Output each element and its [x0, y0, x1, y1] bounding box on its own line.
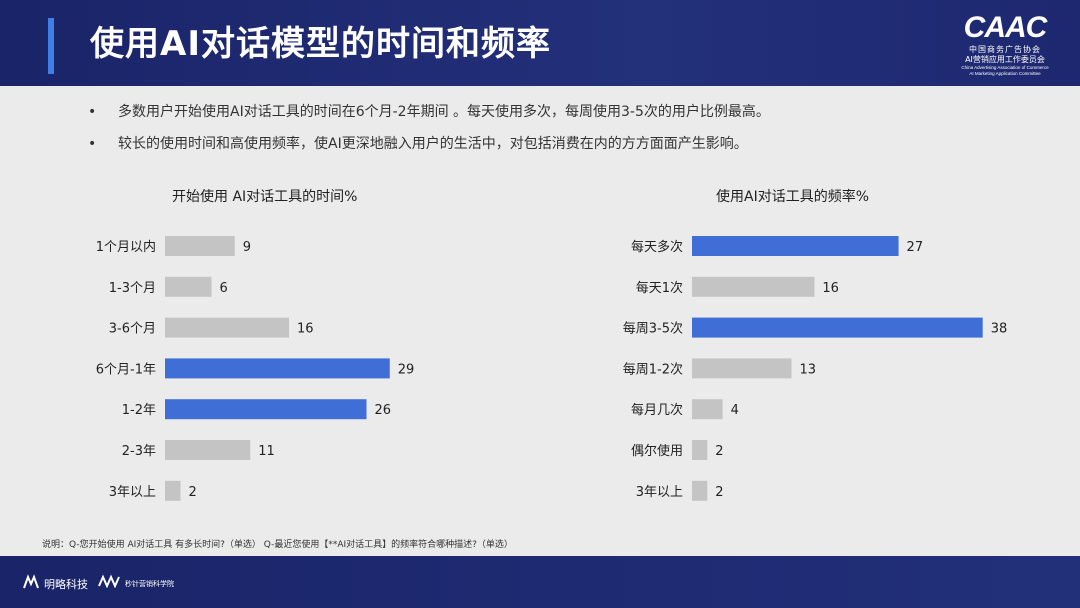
value-label: 16 [822, 281, 839, 296]
value-label: 26 [375, 403, 392, 418]
category-label: 1-2年 [122, 403, 156, 418]
caac-logo: CAAC 中国商务广告协会 AI营销应用工作委员会 China Advertis… [950, 12, 1060, 77]
category-label: 每周3-5次 [623, 321, 683, 337]
value-label: 9 [243, 240, 251, 255]
logo-line-2: AI营销应用工作委员会 [965, 55, 1045, 64]
value-label: 27 [907, 240, 924, 255]
value-label: 16 [297, 322, 314, 337]
category-label: 3年以上 [109, 485, 156, 500]
bar [692, 440, 708, 460]
miaozhen-logo-icon [98, 574, 120, 593]
value-label: 13 [799, 362, 816, 377]
category-label: 1个月以内 [96, 239, 156, 255]
value-label: 2 [715, 444, 723, 459]
bar [165, 480, 181, 501]
bar [692, 276, 815, 297]
footer-bar: 明略科技 秒针营销科学院 [0, 556, 1080, 608]
brand1-name: 明略科技 [44, 577, 88, 591]
value-label: 29 [398, 362, 415, 377]
bar [165, 276, 212, 297]
category-label: 每月几次 [631, 402, 683, 418]
mininglamp-brand: 明略科技 [22, 574, 88, 593]
survey-note: 说明：Q-您开始使用 AI对话工具 有多长时间?（单选） Q-最近您使用【**A… [42, 540, 513, 550]
bar [165, 440, 251, 460]
logo-mark: CAAC [963, 11, 1048, 44]
category-label: 6个月-1年 [96, 362, 156, 377]
chart-title-frequency: 使用AI对话工具的频率% [716, 189, 870, 205]
bullet-item: • 多数用户开始使用AI对话工具的时间在6个月-2年期间 。每天使用多次，每周使… [88, 98, 1048, 130]
bullet-text: 多数用户开始使用AI对话工具的时间在6个月-2年期间 。每天使用多次，每周使用3… [118, 104, 770, 120]
value-label: 6 [220, 281, 228, 296]
header-banner: 使用AI对话模型的时间和频率 CAAC 中国商务广告协会 AI营销应用工作委员会… [0, 0, 1080, 86]
brand2-name: 秒针营销科学院 [125, 579, 174, 588]
bullet-marker: • [88, 136, 97, 152]
value-label: 38 [991, 322, 1008, 337]
chart-title-start-time: 开始使用 AI对话工具的时间% [172, 189, 358, 205]
category-label: 3年以上 [636, 485, 683, 500]
bullet-marker: • [88, 104, 97, 120]
category-label: 每天多次 [631, 239, 683, 255]
bar [692, 358, 792, 379]
logo-line-4: AI Marketing Application Committee [969, 71, 1041, 76]
mininglamp-logo-icon [22, 574, 40, 593]
value-label: 2 [189, 485, 197, 500]
bar [692, 317, 983, 338]
category-label: 每天1次 [636, 280, 683, 296]
miaozhen-brand: 秒针营销科学院 [98, 574, 174, 593]
bar [165, 236, 235, 256]
logo-line-3: China Advertising Association of Commerc… [961, 65, 1049, 70]
category-label: 1-3个月 [109, 281, 156, 296]
value-label: 2 [715, 485, 723, 500]
bar [165, 399, 367, 420]
category-label: 每周1-2次 [623, 361, 683, 377]
bar [692, 480, 708, 501]
bar [165, 358, 390, 379]
category-label: 3-6个月 [109, 322, 156, 337]
bar [692, 236, 899, 256]
bullet-item: • 较长的使用时间和高使用频率，使AI更深地融入用户的生活中，对包括消费在内的方… [88, 130, 1048, 162]
bullet-text: 较长的使用时间和高使用频率，使AI更深地融入用户的生活中，对包括消费在内的方方面… [118, 136, 748, 152]
value-label: 4 [731, 403, 739, 418]
logo-line-1: 中国商务广告协会 [969, 45, 1041, 54]
bar [165, 317, 289, 338]
value-label: 11 [258, 444, 275, 459]
category-label: 2-3年 [122, 444, 156, 459]
page-title: 使用AI对话模型的时间和频率 [90, 24, 551, 64]
summary-bullets: • 多数用户开始使用AI对话工具的时间在6个月-2年期间 。每天使用多次，每周使… [88, 98, 1048, 162]
bar [692, 399, 723, 420]
category-label: 偶尔使用 [631, 443, 683, 459]
title-accent-bar [48, 18, 54, 74]
